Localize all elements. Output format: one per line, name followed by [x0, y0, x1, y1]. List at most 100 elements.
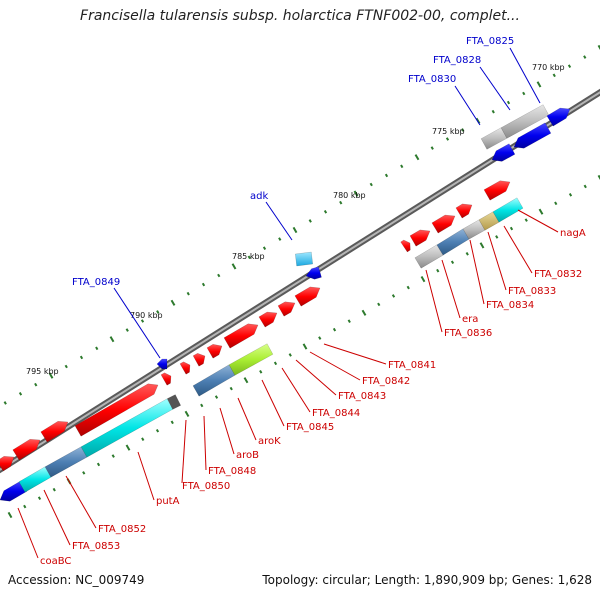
- accession-text: Accession: NC_009749: [8, 573, 145, 587]
- leader-line: [295, 359, 337, 396]
- scale-dot: [140, 319, 145, 323]
- gene-label: FTA_0834: [486, 300, 534, 311]
- gene-label: FTA_0842: [362, 376, 410, 387]
- gene-feature: [223, 323, 259, 349]
- kbp-label: 770 kbp: [532, 63, 565, 72]
- leader-line: [309, 351, 361, 381]
- leader-line: [65, 475, 97, 529]
- scale-dot: [288, 353, 292, 357]
- gene-label: coaBC: [40, 556, 71, 567]
- gene-label: FTA_0843: [338, 391, 386, 402]
- gene-feature: [277, 301, 296, 317]
- scale-dot: [184, 410, 190, 417]
- scale-dot: [7, 511, 13, 519]
- leader-line: [454, 85, 481, 126]
- gene-feature: [409, 229, 431, 247]
- scale-dot: [141, 437, 145, 441]
- scale-dot: [82, 471, 86, 475]
- scale-dot: [64, 364, 68, 369]
- gene-label: FTA_0844: [312, 408, 360, 419]
- scale-dot: [52, 487, 56, 492]
- scale-dot: [347, 319, 351, 324]
- scale-dot: [37, 496, 42, 500]
- scale-dot: [34, 382, 38, 387]
- kbp-label: 790 kbp: [130, 311, 163, 320]
- scale-dot: [247, 255, 251, 260]
- gene-features: [0, 104, 571, 502]
- scale-dot: [436, 268, 440, 273]
- scale-dot: [377, 302, 381, 307]
- scale-dot: [552, 73, 556, 78]
- scale-dot: [339, 200, 343, 205]
- gene-label: putA: [156, 496, 180, 507]
- gene-feature: [305, 266, 322, 280]
- scale-dot: [445, 137, 450, 141]
- scale-dot: [18, 392, 23, 396]
- gene-feature: [455, 203, 473, 219]
- gene-label: era: [462, 314, 478, 325]
- scale-dot: [156, 310, 160, 314]
- scale-dot: [597, 44, 600, 52]
- scale-dot: [229, 386, 233, 391]
- leader-line: [237, 397, 257, 441]
- dotted-scale-tracks: [3, 44, 600, 519]
- gene-label: aroK: [258, 436, 281, 447]
- gene-feature: [492, 197, 524, 223]
- scale-dot: [414, 154, 420, 161]
- gene-feature: [546, 107, 571, 127]
- scale-dot: [554, 201, 558, 206]
- gene-feature: [74, 383, 159, 437]
- scale-dot: [583, 55, 587, 59]
- scale-dot: [201, 282, 206, 287]
- scale-dot: [506, 100, 511, 105]
- leader-line: [323, 343, 387, 365]
- scale-dot: [538, 208, 544, 215]
- scale-dot: [406, 285, 410, 290]
- gene-feature: [179, 361, 191, 375]
- gene-feature: [294, 286, 321, 307]
- gene-feature: [0, 456, 15, 472]
- scale-dot: [186, 291, 190, 296]
- gene-feature: [414, 244, 444, 269]
- scale-dot: [568, 193, 573, 197]
- leader-line: [43, 489, 71, 546]
- scale-dot: [23, 504, 27, 509]
- gene-feature: [513, 122, 552, 149]
- scale-dot: [259, 369, 263, 374]
- leader-line: [113, 287, 161, 359]
- gene-label: FTA_0852: [98, 524, 146, 535]
- scale-dot: [262, 246, 267, 250]
- gene-label: FTA_0841: [388, 360, 436, 371]
- kbp-label: 785 kbp: [232, 252, 265, 261]
- gene-feature: [40, 420, 69, 443]
- gene-feature: [12, 438, 41, 461]
- gene-label: aroB: [236, 450, 259, 461]
- leader-line: [137, 451, 155, 501]
- map-title: Francisella tularensis subsp. holarctica…: [80, 8, 520, 24]
- gene-feature: [400, 239, 411, 253]
- gene-feature: [491, 143, 516, 162]
- scale-dot: [461, 128, 465, 132]
- leader-line: [503, 225, 533, 274]
- scale-dot: [420, 276, 426, 283]
- leader-line: [487, 231, 507, 291]
- scale-dot: [509, 226, 514, 231]
- scale-dot: [96, 462, 101, 467]
- scale-dot: [430, 146, 434, 150]
- leader-line: [479, 66, 511, 111]
- scale-dot: [79, 355, 84, 360]
- gene-feature: [192, 364, 236, 397]
- scale-dot: [273, 361, 278, 366]
- gene-label: FTA_0828: [433, 55, 481, 66]
- gene-feature: [44, 446, 88, 478]
- scale-dot: [323, 210, 328, 214]
- gene-label: adk: [250, 191, 268, 202]
- scale-dot: [155, 428, 160, 433]
- scale-dot: [479, 242, 485, 249]
- leader-line: [517, 209, 559, 233]
- gene-label: FTA_0833: [508, 286, 556, 297]
- scale-dot: [495, 235, 499, 239]
- scale-dot: [111, 454, 115, 458]
